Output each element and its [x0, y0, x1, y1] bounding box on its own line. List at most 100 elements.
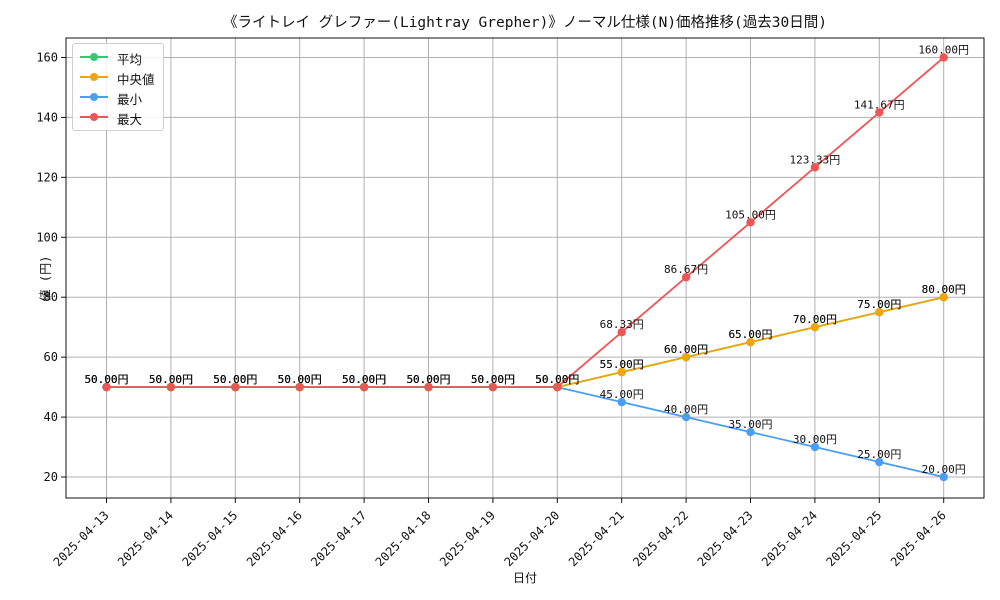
legend-item: 最小 — [73, 87, 163, 107]
data-label: 50.00円 — [213, 373, 257, 386]
legend-marker — [90, 73, 98, 81]
data-label: 50.00円 — [406, 373, 450, 386]
legend-item: 中央値 — [73, 67, 163, 87]
data-label: 50.00円 — [278, 373, 322, 386]
legend-label: 最小 — [117, 92, 143, 107]
y-tick-label: 60 — [44, 350, 58, 364]
data-label: 50.00円 — [342, 373, 386, 386]
data-label: 75.00円 — [857, 298, 901, 311]
legend-item: 平均 — [73, 47, 163, 67]
data-label: 86.67円 — [664, 263, 708, 276]
data-point — [102, 382, 111, 392]
x-axis-label: 日付 — [512, 571, 537, 585]
legend-swatch — [80, 93, 108, 101]
legend-swatch — [80, 73, 108, 81]
data-label: 50.00円 — [535, 373, 579, 386]
data-label: 50.00円 — [342, 373, 386, 386]
legend-marker — [90, 53, 98, 61]
legend-item: 最大 — [73, 107, 163, 127]
legend-label: 平均 — [117, 52, 143, 67]
data-point — [746, 218, 755, 227]
y-tick-label: 140 — [36, 110, 58, 124]
y-tick-label: 40 — [44, 410, 58, 424]
legend-swatch — [80, 113, 108, 121]
data-label: 50.00円 — [149, 373, 193, 386]
data-label: 50.00円 — [278, 373, 322, 386]
data-label: 50.00円 — [535, 373, 579, 386]
data-label: 50.00円 — [149, 373, 193, 386]
x-tick-label: 2025-04-26 — [888, 508, 949, 569]
x-tick-label: 2025-04-15 — [179, 508, 240, 569]
data-label: 50.00円 — [213, 373, 257, 386]
x-tick-label: 2025-04-16 — [244, 508, 305, 569]
data-point — [746, 337, 755, 347]
data-label: 50.00円 — [406, 373, 450, 386]
data-label: 50.00円 — [471, 373, 515, 386]
y-tick-label: 160 — [36, 50, 58, 64]
chart-title: 《ライトレイ グレファー(Lightray Grepher)》ノーマル仕様(N)… — [223, 15, 827, 31]
data-point — [295, 382, 304, 392]
y-tick-label: 20 — [44, 470, 58, 484]
data-point — [810, 322, 820, 332]
data-label: 70.00円 — [793, 313, 837, 326]
data-point — [488, 382, 498, 392]
data-label: 45.00円 — [600, 388, 644, 401]
x-tick-label: 2025-04-23 — [695, 508, 756, 569]
legend-marker — [90, 113, 98, 121]
data-point — [617, 327, 626, 337]
data-label: 40.00円 — [664, 403, 708, 416]
data-label: 50.00円 — [278, 373, 322, 386]
data-label: 50.00円 — [471, 373, 515, 386]
y-axis-label: 値 (円) — [38, 255, 53, 302]
data-point — [359, 382, 369, 392]
data-point — [681, 273, 691, 282]
data-label: 141.67円 — [854, 98, 905, 111]
legend: 平均中央値最小 最大 — [72, 43, 164, 131]
data-label: 50.00円 — [84, 373, 128, 386]
data-label: 50.00円 — [213, 373, 257, 386]
data-label: 105.00円 — [725, 208, 776, 221]
data-label: 60.00円 — [664, 343, 708, 356]
y-tick-label: 120 — [36, 170, 58, 184]
data-point — [231, 382, 240, 392]
data-point — [746, 427, 755, 437]
data-point — [617, 367, 626, 377]
x-tick-label: 2025-04-24 — [759, 508, 820, 569]
data-label: 30.00円 — [793, 433, 837, 446]
data-label: 70.00円 — [793, 313, 837, 326]
legend-label: 中央値 — [117, 72, 155, 87]
data-point — [875, 108, 884, 117]
data-label: 160.00円 — [918, 43, 969, 56]
data-label: 65.00円 — [728, 328, 772, 341]
plot-frame — [65, 37, 985, 499]
data-point — [939, 293, 948, 302]
x-tick-label: 2025-04-25 — [823, 508, 884, 569]
data-label: 55.00円 — [600, 358, 644, 371]
data-label: 50.00円 — [535, 373, 579, 386]
data-label: 50.00円 — [535, 373, 579, 386]
data-label: 25.00円 — [857, 448, 901, 461]
data-point — [939, 472, 948, 482]
x-tick-label: 2025-04-13 — [51, 508, 112, 569]
x-tick-label: 2025-04-17 — [308, 508, 369, 569]
data-point — [810, 163, 820, 172]
data-label: 80.00円 — [922, 283, 966, 296]
x-tick-label: 2025-04-21 — [566, 508, 627, 569]
legend-marker — [90, 93, 98, 101]
series-line — [106, 56, 945, 389]
data-label: 50.00円 — [342, 373, 386, 386]
legend-swatch — [80, 53, 108, 61]
data-point — [875, 308, 884, 317]
data-point — [553, 382, 562, 392]
data-point — [810, 442, 820, 452]
series-lines — [102, 53, 948, 482]
data-label: 75.00円 — [857, 298, 901, 311]
data-label: 68.33円 — [600, 318, 644, 331]
data-label: 50.00円 — [149, 373, 193, 386]
data-label: 80.00円 — [922, 283, 966, 296]
data-label: 50.00円 — [84, 373, 128, 386]
data-point — [166, 382, 176, 392]
data-label: 50.00円 — [342, 373, 386, 386]
data-point — [875, 457, 884, 467]
x-tick-label: 2025-04-18 — [373, 508, 434, 569]
